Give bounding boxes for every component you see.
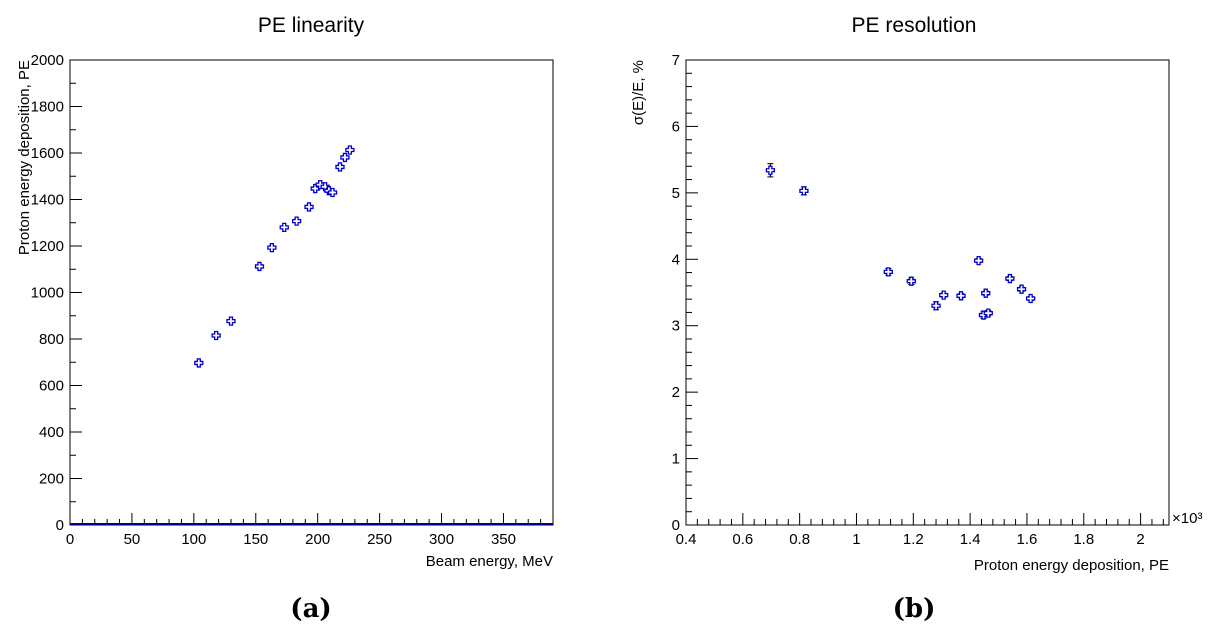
panel-a-y-tick-label: 1000 <box>31 285 64 302</box>
panel-b-y-axis: 0 1 2 3 4 5 6 7 <box>672 52 698 534</box>
panel-b-y-tick-label: 2 <box>672 384 680 401</box>
panel-b-data-point <box>906 276 916 286</box>
panel-a-x-tick-label: 300 <box>429 531 454 548</box>
panel-b-data-point <box>799 186 809 196</box>
panel-b-data-point <box>1025 293 1036 304</box>
panel-a-y-tick-label: 1400 <box>31 192 64 209</box>
panel-b-x-tick-label: 0.6 <box>732 531 753 548</box>
panel-b-x-tick-label: 1 <box>852 531 860 548</box>
panel-b-x-tick-label: 1.8 <box>1073 531 1094 548</box>
panel-b-data-point <box>981 288 991 298</box>
panel-b-data-point <box>939 290 949 300</box>
panel-a-points <box>194 145 355 368</box>
panel-a-data-point <box>279 222 289 233</box>
panel-a-data-point <box>211 330 221 341</box>
panel-a-y-tick-label: 1800 <box>31 99 64 116</box>
panel-a-frame <box>69 59 554 526</box>
panel-b-ylabel: σ(E)/E, % <box>630 60 647 125</box>
panel-a-y-tick-label: 400 <box>39 424 64 441</box>
panel-b-y-tick-label: 3 <box>672 318 680 335</box>
panel-b-xlabel: Proton energy deposition, PE <box>974 557 1169 574</box>
panel-b-data-point <box>973 255 984 266</box>
panel-a-ylabel: Proton energy deposition, PE <box>16 60 33 255</box>
panel-a-y-tick-label: 800 <box>39 331 64 348</box>
panel-a-x-tick-label: 250 <box>367 531 392 548</box>
panel-b-data-point <box>983 308 993 318</box>
panel-a-data-point <box>267 242 277 253</box>
panel-a-title: PE linearity <box>258 14 365 37</box>
panel-a-x-tick-label: 200 <box>305 531 330 548</box>
panel-b-y-tick-label: 6 <box>672 118 680 135</box>
panel-b-y-tick-label: 1 <box>672 451 680 468</box>
panel-b-data-point <box>765 163 776 178</box>
panel-b-data-point <box>1016 284 1027 294</box>
panel-a-data-point <box>327 187 338 198</box>
panel-a-data-point <box>340 152 350 163</box>
panel-a-data-point <box>345 145 355 155</box>
panel-a-data-point <box>304 202 314 212</box>
panel-b-points <box>765 163 1036 320</box>
panel-a-y-tick-label: 1200 <box>31 238 64 255</box>
panel-b-y-tick-label: 5 <box>672 185 680 202</box>
panel-a-data-point <box>226 316 236 326</box>
panel-a-y-tick-label: 600 <box>39 378 64 395</box>
panel-a-linearity: PE linearity 0 50 100 150 200 250 300 350 0 200 4… <box>16 14 554 624</box>
panel-b-y-tick-label: 0 <box>672 517 680 534</box>
panel-a-xlabel: Beam energy, MeV <box>426 553 553 570</box>
panel-a-data-point <box>291 216 302 226</box>
panel-b-x-tick-label: 1.6 <box>1017 531 1038 548</box>
panel-b-x-tick-label: 1.2 <box>903 531 924 548</box>
panel-b-caption: (b) <box>893 594 936 624</box>
panel-b-data-point <box>931 301 941 311</box>
panel-b-title: PE resolution <box>852 14 977 37</box>
panel-b-x-tick-label: 1.4 <box>960 531 981 548</box>
panel-b-x-tick-label: 0.4 <box>676 531 697 548</box>
panel-a-data-point <box>335 162 345 172</box>
panel-b-resolution: PE resolution 0.4 0.6 0.8 1 1.2 1.4 1.6 1.8 2 0 1… <box>630 14 1202 624</box>
panel-b-y-tick-label: 7 <box>672 52 680 69</box>
panel-a-x-tick-label: 50 <box>124 531 141 548</box>
panel-b-x-exponent: ×10³ <box>1172 510 1202 527</box>
panel-b-x-tick-label: 2 <box>1136 531 1144 548</box>
panel-b-data-point <box>1005 273 1015 284</box>
panel-a-y-tick-label: 1600 <box>31 145 64 162</box>
panel-a-caption: (a) <box>290 594 331 624</box>
panel-a-y-tick-label: 2000 <box>31 52 64 69</box>
panel-a-data-point <box>254 261 265 272</box>
panel-a-x-tick-label: 150 <box>243 531 268 548</box>
panel-a-data-point <box>310 183 320 194</box>
panel-a-y-tick-label: 0 <box>56 517 64 534</box>
panel-a-data-point <box>194 358 204 368</box>
panel-a-y-tick-label: 200 <box>39 471 64 488</box>
panel-b-data-point <box>883 267 893 277</box>
panel-b-y-tick-label: 4 <box>672 251 680 268</box>
panel-a-y-axis: 0 200 400 600 800 1000 1200 1400 1600 1800 2000 <box>31 52 82 534</box>
panel-b-data-point <box>956 291 966 301</box>
panel-a-x-tick-label: 350 <box>491 531 516 548</box>
panel-a-x-axis: 0 50 100 150 200 250 300 350 <box>66 513 542 548</box>
panel-a-x-tick-label: 0 <box>66 531 74 548</box>
panel-b-x-axis: 0.4 0.6 0.8 1 1.2 1.4 1.6 1.8 2 <box>676 513 1164 548</box>
panel-b-frame <box>685 59 1170 526</box>
panel-b-x-tick-label: 0.8 <box>789 531 810 548</box>
panel-a-x-tick-label: 100 <box>181 531 206 548</box>
